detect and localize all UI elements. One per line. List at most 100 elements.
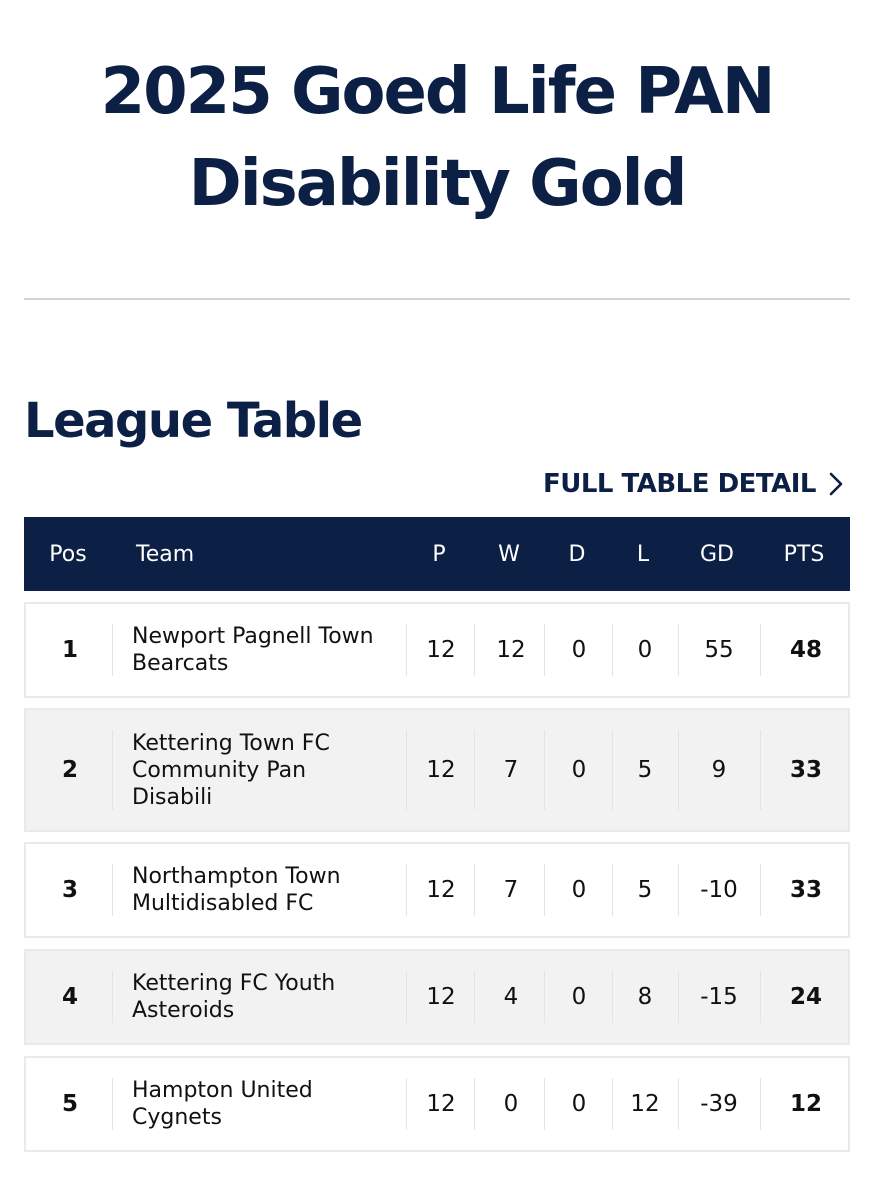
row-lost: 12: [630, 1091, 660, 1117]
row-goal-difference: -10: [700, 877, 738, 903]
team-name-line: Multidisabled FC: [132, 891, 314, 916]
header-pos[interactable]: Pos: [49, 541, 87, 567]
row-lost: 5: [637, 877, 653, 903]
row-team-name[interactable]: Northampton Town Multidisabled FC: [112, 844, 408, 936]
row-drawn: 0: [571, 637, 587, 663]
header-lost[interactable]: L: [636, 541, 650, 567]
column-separator: [760, 624, 761, 676]
row-team-name[interactable]: Kettering Town FC Community Pan Disabili: [112, 710, 408, 830]
team-name-line: Kettering FC Youth: [132, 971, 336, 996]
column-separator: [612, 971, 613, 1023]
column-separator: [112, 1078, 113, 1130]
row-goal-difference: -39: [700, 1091, 738, 1117]
row-drawn: 0: [571, 877, 587, 903]
row-played: 12: [426, 757, 456, 783]
column-separator: [612, 730, 613, 810]
header-goal-difference[interactable]: GD: [700, 541, 734, 567]
column-separator: [544, 730, 545, 810]
column-separator: [678, 864, 679, 916]
row-pos: 5: [61, 1091, 78, 1117]
row-points: 12: [789, 1091, 822, 1117]
column-separator: [678, 971, 679, 1023]
row-played: 12: [426, 877, 456, 903]
column-separator: [406, 864, 407, 916]
team-name-line: Community Pan: [132, 757, 307, 783]
team-name-line: Cygnets: [132, 1105, 222, 1130]
table-row[interactable]: 1 Newport Pagnell Town Bearcats 12 12 0 …: [24, 602, 850, 698]
row-won: 7: [503, 757, 519, 783]
team-name-line: Asteroids: [132, 998, 235, 1023]
table-row[interactable]: 5 Hampton United Cygnets 12 0 0 12 -39 1…: [24, 1056, 850, 1152]
league-table-heading: League Table: [24, 393, 363, 449]
team-name-line: Hampton United: [132, 1078, 313, 1103]
row-points: 33: [789, 757, 822, 783]
row-goal-difference: -15: [700, 984, 738, 1010]
column-separator: [112, 971, 113, 1023]
column-separator: [544, 624, 545, 676]
table-header: Pos Team P W D L GD PTS: [24, 517, 850, 591]
row-goal-difference: 55: [704, 637, 734, 663]
divider: [24, 298, 850, 300]
table-row[interactable]: 2 Kettering Town FC Community Pan Disabi…: [24, 708, 850, 832]
row-lost: 0: [637, 637, 653, 663]
chevron-right-icon: [829, 472, 843, 496]
row-pos: 1: [61, 637, 78, 663]
table-row[interactable]: 4 Kettering FC Youth Asteroids 12 4 0 8 …: [24, 949, 850, 1045]
column-separator: [474, 624, 475, 676]
row-pos: 3: [61, 877, 78, 903]
row-won: 7: [503, 877, 519, 903]
row-played: 12: [426, 1091, 456, 1117]
row-played: 12: [426, 637, 456, 663]
column-separator: [112, 864, 113, 916]
column-separator: [760, 1078, 761, 1130]
column-separator: [544, 864, 545, 916]
competition-title-line-2: Disability Gold: [188, 147, 688, 221]
column-separator: [112, 730, 113, 810]
column-separator: [612, 864, 613, 916]
team-name-line: Northampton Town: [132, 864, 341, 889]
row-drawn: 0: [571, 757, 587, 783]
header-points[interactable]: PTS: [783, 541, 825, 567]
row-points: 33: [789, 877, 822, 903]
column-separator: [474, 730, 475, 810]
row-won: 12: [496, 637, 526, 663]
row-points: 24: [789, 984, 822, 1010]
row-team-name[interactable]: Kettering FC Youth Asteroids: [112, 951, 408, 1043]
row-lost: 5: [637, 757, 653, 783]
team-name-line: Kettering Town FC: [132, 730, 330, 756]
column-separator: [612, 624, 613, 676]
row-played: 12: [426, 984, 456, 1010]
table-row[interactable]: 3 Northampton Town Multidisabled FC 12 7…: [24, 842, 850, 938]
team-name-line: Bearcats: [132, 651, 229, 676]
row-pos: 2: [61, 757, 78, 783]
column-separator: [406, 1078, 407, 1130]
team-name-line: Disabili: [132, 784, 213, 810]
column-separator: [112, 624, 113, 676]
competition-title-line-1: 2025 Goed Life PAN: [100, 55, 776, 129]
column-separator: [544, 1078, 545, 1130]
column-separator: [760, 971, 761, 1023]
column-separator: [406, 730, 407, 810]
column-separator: [474, 971, 475, 1023]
header-team[interactable]: Team: [136, 541, 195, 567]
header-drawn[interactable]: D: [568, 541, 586, 567]
column-separator: [678, 730, 679, 810]
header-won[interactable]: W: [498, 541, 520, 567]
row-goal-difference: 9: [711, 757, 727, 783]
column-separator: [544, 971, 545, 1023]
header-played[interactable]: P: [432, 541, 446, 567]
row-points: 48: [789, 637, 822, 663]
column-separator: [406, 971, 407, 1023]
column-separator: [474, 864, 475, 916]
full-table-detail-link[interactable]: FULL TABLE DETAIL: [543, 462, 844, 506]
row-team-name[interactable]: Newport Pagnell Town Bearcats: [112, 604, 408, 696]
column-separator: [474, 1078, 475, 1130]
column-separator: [678, 624, 679, 676]
row-team-name[interactable]: Hampton United Cygnets: [112, 1058, 408, 1150]
row-drawn: 0: [571, 1091, 587, 1117]
row-won: 0: [503, 1091, 519, 1117]
column-separator: [678, 1078, 679, 1130]
column-separator: [406, 624, 407, 676]
competition-title: 2025 Goed Life PAN Disability Gold: [0, 46, 874, 230]
